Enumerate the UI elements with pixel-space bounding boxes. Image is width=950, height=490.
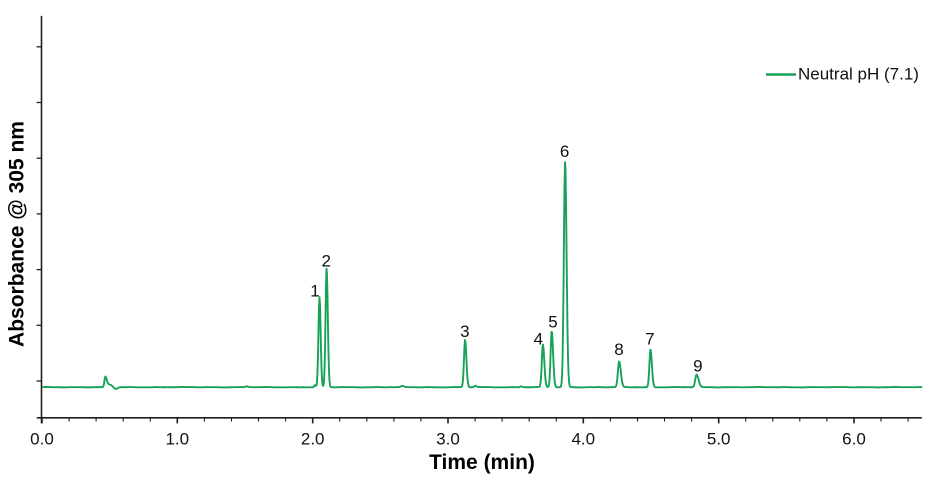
svg-text:6.0: 6.0 (842, 430, 866, 449)
svg-text:2: 2 (321, 252, 330, 271)
svg-text:9: 9 (693, 357, 702, 376)
svg-text:1: 1 (310, 282, 319, 301)
svg-text:0.0: 0.0 (30, 430, 54, 449)
svg-text:4.0: 4.0 (571, 430, 595, 449)
svg-text:4: 4 (534, 330, 543, 349)
svg-text:1.0: 1.0 (165, 430, 189, 449)
svg-text:8: 8 (614, 340, 623, 359)
svg-text:3: 3 (460, 322, 469, 341)
svg-text:Time (min): Time (min) (429, 451, 535, 474)
svg-text:5: 5 (548, 313, 557, 332)
svg-text:Absorbance @ 305 nm: Absorbance @ 305 nm (6, 121, 29, 347)
svg-text:Neutral pH (7.1): Neutral pH (7.1) (798, 65, 919, 84)
svg-text:7: 7 (645, 330, 654, 349)
svg-text:3.0: 3.0 (436, 430, 460, 449)
svg-text:5.0: 5.0 (707, 430, 731, 449)
svg-text:6: 6 (560, 142, 569, 161)
svg-text:2.0: 2.0 (301, 430, 325, 449)
